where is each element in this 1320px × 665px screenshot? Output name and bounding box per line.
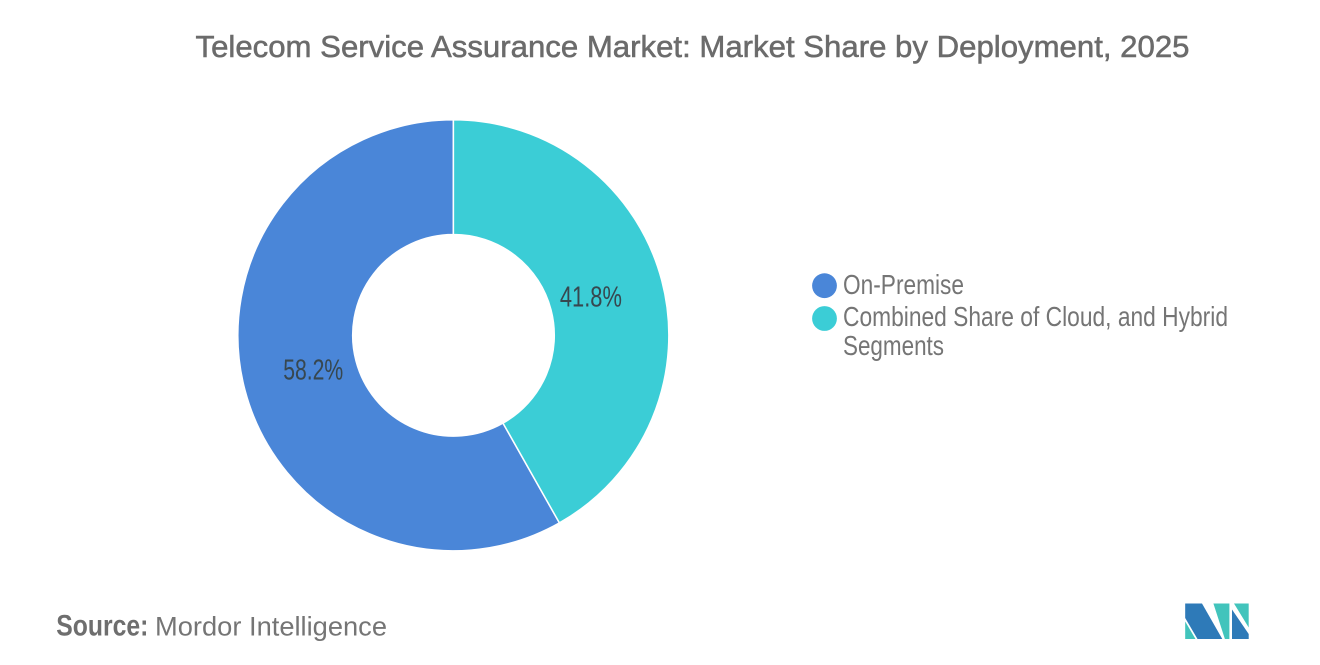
svg-text:Segments: Segments: [843, 330, 944, 361]
svg-text:On-Premise: On-Premise: [843, 269, 964, 300]
svg-text:41.8%: 41.8%: [560, 281, 622, 313]
svg-text:Mordor Intelligence: Mordor Intelligence: [155, 612, 387, 642]
svg-text:58.2%: 58.2%: [283, 355, 343, 387]
svg-text:Combined Share of Cloud, and H: Combined Share of Cloud, and Hybrid: [843, 301, 1228, 332]
svg-text:Source:: Source:: [56, 611, 148, 643]
svg-text:Telecom Service Assurance Mark: Telecom Service Assurance Market: Market…: [196, 29, 1190, 64]
